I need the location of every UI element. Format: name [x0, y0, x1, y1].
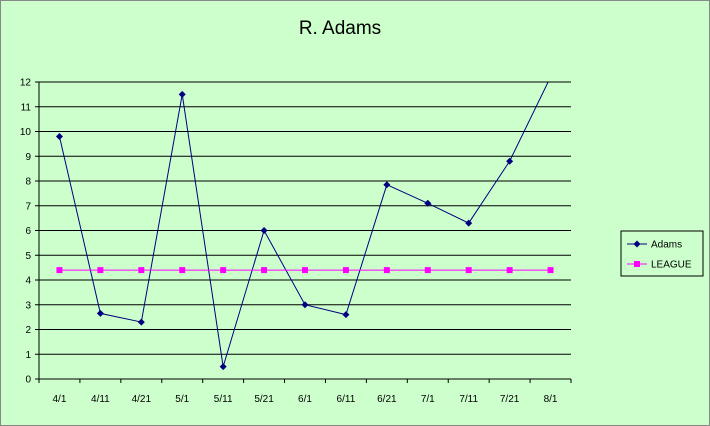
data-point — [424, 267, 431, 274]
y-tick-label: 11 — [21, 102, 32, 113]
y-tick-label: 1 — [25, 350, 31, 361]
y-tick-label: 2 — [25, 325, 31, 336]
data-point — [137, 318, 145, 326]
x-tick-label: 4/1 — [53, 394, 67, 405]
data-point — [56, 267, 63, 274]
data-point — [506, 157, 514, 165]
data-point — [342, 267, 349, 274]
data-point — [465, 267, 472, 274]
y-tick-label: 12 — [20, 78, 32, 89]
data-point — [383, 267, 390, 274]
data-point — [383, 181, 391, 189]
data-point — [55, 132, 63, 140]
data-point — [179, 267, 186, 274]
data-point — [220, 267, 227, 274]
data-point — [138, 267, 145, 274]
y-tick-label: 6 — [25, 226, 31, 237]
data-point — [260, 227, 268, 234]
y-tick-label: 8 — [25, 177, 31, 188]
series-line — [58, 82, 549, 367]
data-point — [424, 199, 432, 207]
legend-label: Adams — [651, 240, 682, 251]
legend-box — [620, 230, 704, 277]
data-point — [301, 301, 309, 309]
y-tick-label: 9 — [25, 152, 31, 163]
data-point — [97, 267, 104, 274]
x-tick-label: 6/1 — [298, 394, 312, 405]
x-tick-label: 4/11 — [91, 394, 110, 405]
data-point — [261, 267, 268, 274]
data-point — [302, 267, 308, 274]
y-tick-label: 5 — [25, 251, 31, 262]
x-tick-label: 4/21 — [132, 394, 152, 405]
data-point — [219, 363, 227, 371]
y-tick-label: 7 — [25, 201, 31, 212]
x-tick-label: 7/11 — [459, 394, 478, 405]
data-point — [96, 309, 104, 317]
x-tick-label: 5/21 — [254, 394, 274, 405]
data-point — [547, 267, 554, 274]
data-point — [178, 90, 186, 98]
data-point — [465, 219, 473, 227]
y-tick-label: 0 — [25, 375, 31, 386]
y-tick-label: 10 — [20, 127, 32, 138]
series-league — [56, 267, 554, 274]
data-point — [342, 311, 350, 319]
x-tick-label: 7/21 — [500, 394, 520, 405]
legend-marker — [634, 261, 640, 267]
x-tick-label: 6/11 — [337, 394, 356, 405]
y-tick-label: 3 — [25, 300, 31, 311]
legend-label: LEAGUE — [651, 260, 692, 271]
x-tick-label: 7/1 — [421, 394, 435, 405]
data-point — [506, 267, 513, 274]
x-tick-label: 5/1 — [175, 394, 189, 405]
series-adams — [55, 82, 549, 371]
x-tick-label: 8/1 — [544, 394, 558, 405]
chart-title: R. Adams — [299, 18, 381, 39]
y-tick-label: 4 — [25, 276, 31, 287]
x-tick-label: 6/21 — [377, 394, 397, 405]
legend-marker — [633, 240, 641, 248]
x-tick-label: 5/11 — [214, 394, 233, 405]
legend: Adams LEAGUE — [620, 230, 704, 277]
